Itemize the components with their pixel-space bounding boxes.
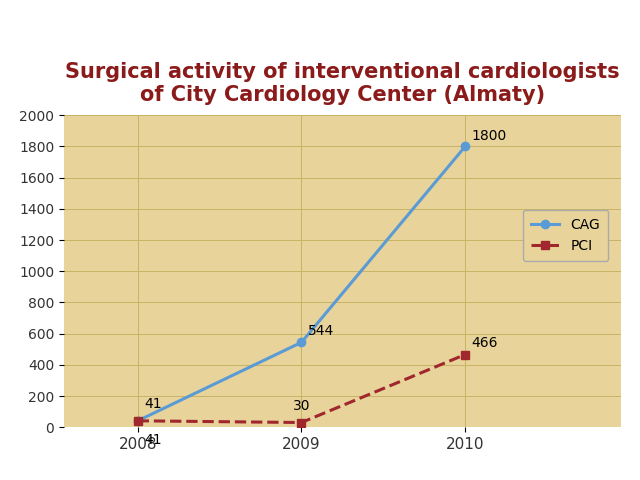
PCI [134, 418, 141, 424]
PCI [298, 420, 305, 425]
Text: 1800: 1800 [472, 129, 507, 143]
Line: PCI: PCI [134, 350, 469, 427]
CAG [461, 144, 469, 149]
Text: 41: 41 [144, 433, 162, 447]
Title: Surgical activity of interventional cardiologists
of City Cardiology Center (Alm: Surgical activity of interventional card… [65, 62, 620, 105]
Text: 544: 544 [308, 324, 334, 337]
Text: 41: 41 [144, 397, 162, 411]
CAG [134, 418, 141, 424]
Text: 466: 466 [472, 336, 499, 350]
CAG [298, 339, 305, 345]
Line: CAG: CAG [134, 142, 469, 425]
Text: 30: 30 [293, 399, 311, 413]
PCI [461, 352, 469, 358]
Legend: CAG, PCI: CAG, PCI [523, 209, 608, 261]
